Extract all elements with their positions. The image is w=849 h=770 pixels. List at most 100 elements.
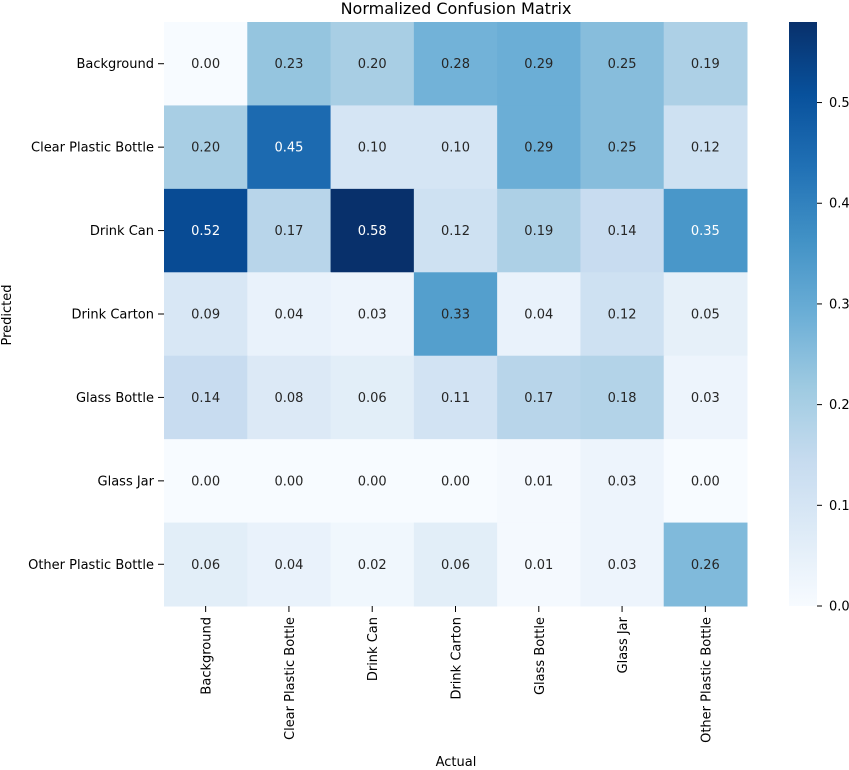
cell-value-label: 0.09: [191, 308, 220, 323]
cell-value-label: 0.12: [691, 141, 720, 156]
heatmap-cell: [330, 355, 415, 440]
heatmap-cell: [247, 439, 332, 524]
x-tick-label: Drink Can: [366, 617, 381, 681]
x-tick-label: Background: [200, 617, 215, 695]
cell-value-label: 0.02: [358, 558, 387, 573]
heatmap-cell: [497, 355, 581, 440]
cell-value-label: 0.03: [608, 474, 637, 489]
cell-value-label: 0.29: [524, 57, 553, 72]
y-tick-label: Glass Jar: [98, 474, 155, 489]
cell-value-label: 0.08: [274, 391, 303, 406]
y-tick-label: Background: [76, 57, 154, 72]
heatmap-cell: [164, 188, 248, 273]
heatmap-cell: [663, 272, 748, 357]
x-tick-label: Glass Jar: [616, 616, 631, 673]
y-tick-label: Clear Plastic Bottle: [31, 141, 154, 156]
cell-value-label: 0.25: [608, 57, 637, 72]
cell-value-label: 0.01: [524, 558, 553, 573]
cell-value-label: 0.29: [524, 141, 553, 156]
cell-value-label: 0.14: [608, 224, 637, 239]
heatmap-cell: [164, 105, 248, 190]
heatmap-cell: [580, 439, 665, 524]
heatmap-cell: [663, 22, 748, 106]
cell-value-label: 0.04: [274, 308, 303, 323]
cell-value-label: 0.58: [358, 224, 387, 239]
colorbar-tick-label: 0.0: [829, 600, 849, 615]
heatmap-cell: [580, 188, 665, 273]
cell-value-label: 0.00: [691, 474, 720, 489]
cell-value-label: 0.10: [441, 141, 470, 156]
heatmap-cell: [413, 272, 498, 357]
heatmap-cell: [247, 272, 332, 357]
colorbar-tick-label: 0.5: [829, 96, 849, 111]
y-tick-label: Other Plastic Bottle: [28, 558, 154, 573]
cell-value-label: 0.03: [691, 391, 720, 406]
heatmap-cell: [247, 22, 332, 106]
heatmap-cell: [580, 272, 665, 357]
heatmap-cell: [164, 522, 248, 607]
colorbar: 0.0 0.1 0.2 0.3 0.4 0.5: [789, 22, 849, 615]
heatmap-cell: [413, 188, 498, 273]
y-tick-labels: Background Clear Plastic Bottle Drink Can D…: [28, 57, 164, 573]
cell-value-label: 0.11: [441, 391, 470, 406]
x-tick-label: Clear Plastic Bottle: [283, 617, 298, 740]
heatmap-cell: [330, 105, 415, 190]
heatmap-cell: [330, 439, 415, 524]
heatmap-cell: [247, 105, 332, 190]
cell-value-label: 0.45: [274, 141, 303, 156]
heatmap-cells: 0.00 0.23 0.20 0.28 0.29 0.25 0.19 0.20 0.45 0.10…: [164, 22, 748, 607]
cell-value-label: 0.00: [191, 474, 220, 489]
heatmap-cell: [164, 272, 248, 357]
heatmap-cell: [413, 439, 498, 524]
heatmap-cell: [413, 355, 498, 440]
heatmap-cell: [497, 522, 581, 607]
x-tick-label: Other Plastic Bottle: [699, 617, 714, 743]
heatmap-cell: [247, 522, 332, 607]
colorbar-tick-label: 0.4: [829, 197, 849, 212]
heatmap-cell: [247, 355, 332, 440]
colorbar-tick-label: 0.2: [829, 398, 849, 413]
cell-value-label: 0.20: [191, 141, 220, 156]
cell-value-label: 0.03: [358, 308, 387, 323]
cell-value-label: 0.23: [274, 57, 303, 72]
colorbar-tick-label: 0.3: [829, 297, 849, 312]
heatmap-cell: [663, 355, 748, 440]
cell-value-label: 0.04: [524, 308, 553, 323]
x-axis-label: Actual: [436, 755, 477, 770]
cell-value-label: 0.52: [191, 224, 220, 239]
heatmap-cell: [580, 355, 665, 440]
cell-value-label: 0.06: [441, 558, 470, 573]
cell-value-label: 0.20: [358, 57, 387, 72]
heatmap-cell: [413, 105, 498, 190]
heatmap-cell: [497, 22, 581, 106]
cell-value-label: 0.17: [524, 391, 553, 406]
cell-value-label: 0.00: [358, 474, 387, 489]
cell-value-label: 0.05: [691, 308, 720, 323]
cell-value-label: 0.35: [691, 224, 720, 239]
cell-value-label: 0.19: [691, 57, 720, 72]
heatmap-cell: [663, 188, 748, 273]
chart-title: Normalized Confusion Matrix: [341, 0, 572, 18]
heatmap-cell: [330, 272, 415, 357]
heatmap-cell: [497, 188, 581, 273]
cell-value-label: 0.12: [441, 224, 470, 239]
cell-value-label: 0.17: [274, 224, 303, 239]
heatmap-cell: [330, 22, 415, 106]
x-tick-labels: Background Clear Plastic Bottle Drink Can D…: [200, 606, 714, 743]
y-tick-label: Glass Bottle: [76, 391, 154, 406]
cell-value-label: 0.00: [274, 474, 303, 489]
heatmap-cell: [497, 105, 581, 190]
heatmap-cell: [663, 105, 748, 190]
cell-value-label: 0.19: [524, 224, 553, 239]
heatmap-cell: [330, 522, 415, 607]
x-tick-label: Glass Bottle: [533, 617, 548, 695]
heatmap-cell: [663, 439, 748, 524]
heatmap-cell: [413, 522, 498, 607]
cell-value-label: 0.06: [358, 391, 387, 406]
y-axis-label: Predicted: [0, 284, 15, 345]
colorbar-fill: [789, 22, 817, 606]
cell-value-label: 0.33: [441, 308, 470, 323]
cell-value-label: 0.03: [608, 558, 637, 573]
cell-value-label: 0.18: [608, 391, 637, 406]
